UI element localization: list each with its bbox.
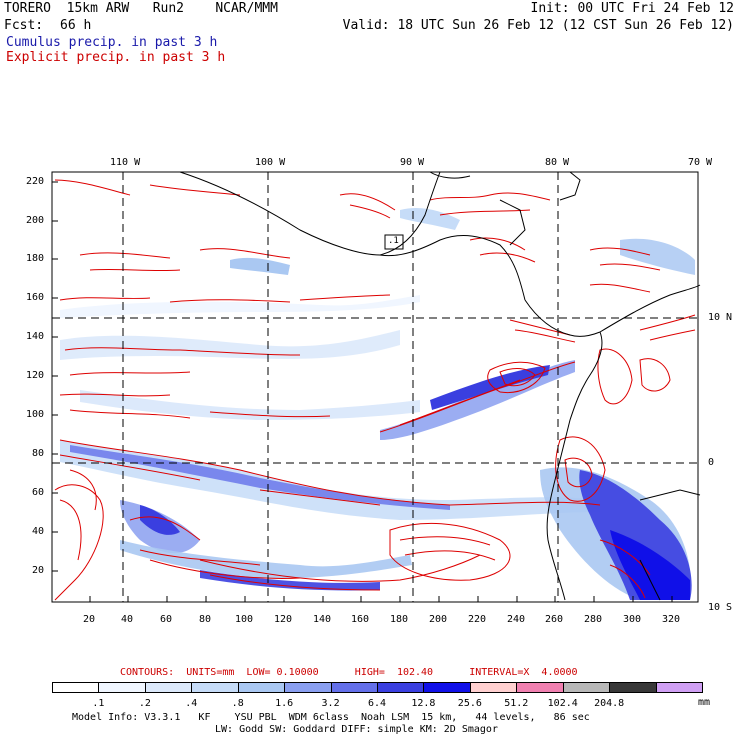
legend-value: .2 [138,698,151,709]
legend-value: 204.8 [594,698,625,709]
graticule [52,172,698,602]
model-info-line1: Model Info: V3.3.1 KF YSU PBL WDM 6class… [72,712,590,723]
y-tick-label: 220 [26,176,45,187]
legend-value: 25.6 [457,698,482,709]
y-tick-label: 120 [26,370,45,381]
x-tick-label: 200 [429,614,448,625]
init-time: Init: 00 UTC Fri 24 Feb 12 [530,1,735,16]
legend-units: mm [698,697,711,708]
forecast-label: Fcst: [4,18,44,33]
x-tick-label: 320 [662,614,681,625]
legend-swatch [469,682,518,693]
legend-swatch [284,682,332,693]
lat-label-10n: 10 N [708,312,733,323]
station-box [384,234,404,250]
x-tick-label: 300 [623,614,642,625]
legend-swatch [191,682,239,693]
legend-swatch [655,682,703,693]
legend-swatch [609,682,657,693]
legend-swatch [52,682,100,693]
station-label: .1 [388,236,399,246]
x-tick-label: 20 [83,614,96,625]
x-tick-label: 180 [390,614,409,625]
x-tick-label: 60 [160,614,173,625]
y-tick-label: 20 [32,565,45,576]
lat-label-0: 0 [708,457,715,468]
legend-swatch [423,682,471,693]
model-title: TORERO 15km ARW Run2 NCAR/MMM [4,1,278,16]
lon-label-110w: 110 W [110,157,141,168]
y-tick-label: 140 [26,331,45,342]
legend-swatch [330,682,378,693]
map-frame [51,171,699,603]
legend-value: 6.4 [367,698,387,709]
legend-swatch [377,682,425,693]
lon-label-100w: 100 W [255,157,286,168]
x-tick-label: 240 [507,614,526,625]
legend-swatch [237,682,286,693]
cumulus-precip-field [60,208,695,600]
y-tick-label: 180 [26,253,45,264]
x-tick-label: 120 [274,614,293,625]
legend-value: 102.4 [547,698,578,709]
x-tick-label: 40 [121,614,134,625]
cumulus-legend-label: Cumulus precip. in past 3 h [6,35,218,50]
legend-swatch [98,682,146,693]
lon-label-70w: 70 W [688,157,713,168]
y-tick-label: 100 [26,409,45,420]
x-tick-label: 260 [545,614,564,625]
legend-swatch [516,682,564,693]
x-tick-label: 220 [468,614,487,625]
y-tick-marks [52,181,58,572]
model-info-line2: LW: Godd SW: Goddard DIFF: simple KM: 2D… [215,724,498,735]
legend-value: .4 [185,698,198,709]
valid-time: Valid: 18 UTC Sun 26 Feb 12 (12 CST Sun … [342,18,734,33]
x-tick-label: 100 [235,614,254,625]
x-tick-label: 160 [351,614,370,625]
lon-label-80w: 80 W [545,157,570,168]
lon-label-90w: 90 W [400,157,425,168]
y-tick-label: 60 [32,487,45,498]
legend-value: .1 [92,698,105,709]
x-tick-label: 140 [313,614,332,625]
forecast-hour: 66 h [60,18,92,33]
y-tick-label: 160 [26,292,45,303]
legend-value: 12.8 [411,698,436,709]
coastlines [179,171,701,601]
contours-info: CONTOURS: UNITS=mm LOW= 0.10000 HIGH= 10… [120,667,578,678]
y-tick-label: 40 [32,526,45,537]
x-tick-marks [89,596,673,602]
explicit-precip-contours [54,179,696,601]
x-tick-label: 80 [199,614,212,625]
legend-value: .8 [231,698,244,709]
explicit-legend-label: Explicit precip. in past 3 h [6,50,226,65]
legend-value: 1.6 [275,698,294,709]
legend-value: 3.2 [321,698,340,709]
legend-swatch [144,682,193,693]
y-tick-label: 80 [32,448,45,459]
legend-value: 51.2 [504,698,529,709]
legend-swatch [562,682,611,693]
y-tick-label: 200 [26,215,45,226]
lat-label-10s: 10 S [708,602,733,613]
x-tick-label: 280 [584,614,603,625]
